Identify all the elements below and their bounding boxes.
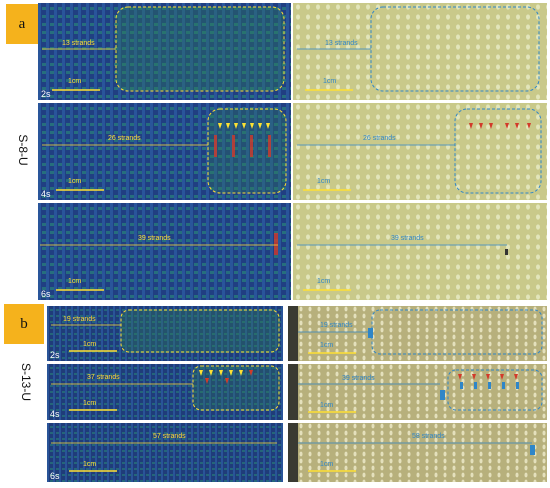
photo-strand-count: 39 strands xyxy=(391,235,424,242)
photo-strand-count: 58 strands xyxy=(412,433,445,440)
time-label: 4s xyxy=(50,409,60,419)
ir-panel-b-6s: 57 strands 1cm 6s xyxy=(47,423,283,482)
photo-strand-count: 13 strands xyxy=(325,40,358,47)
scale-label: 1cm xyxy=(83,400,96,407)
ir-strand-count: 39 strands xyxy=(138,235,171,242)
ir-strand-count: 19 strands xyxy=(63,316,96,323)
photo-panel-b-4s: 39 strands 1cm xyxy=(288,364,547,420)
sample-label-b: S-13-U xyxy=(19,362,33,401)
scale-label: 1cm xyxy=(83,341,96,348)
time-label: 2s xyxy=(50,350,60,360)
ir-strand-count: 13 strands xyxy=(62,40,95,47)
sample-label-a: S-8-U xyxy=(16,134,30,166)
scale-label: 1cm xyxy=(68,178,81,185)
photo-strand-count: 19 strands xyxy=(320,322,353,329)
panel-label-b: b xyxy=(4,304,44,344)
scale-label: 1cm xyxy=(83,461,96,468)
photo-panel-a-6s: 39 strands 1cm xyxy=(293,203,547,300)
ir-panel-a-4s: 26 strands 1cm 4s xyxy=(38,103,291,200)
ir-panel-a-6s: 39 strands 1cm 6s xyxy=(38,203,291,300)
ir-strand-count: 57 strands xyxy=(153,433,186,440)
time-label: 2s xyxy=(41,89,51,99)
time-label: 6s xyxy=(41,289,51,299)
photo-panel-a-2s: 13 strands 1cm xyxy=(293,3,547,100)
scale-label: 1cm xyxy=(320,461,333,468)
ir-strand-count: 37 strands xyxy=(87,374,120,381)
time-label: 4s xyxy=(41,189,51,199)
photo-strand-count: 39 strands xyxy=(342,375,375,382)
panel-label-a: a xyxy=(6,4,38,44)
photo-strand-count: 26 strands xyxy=(363,135,396,142)
photo-panel-a-4s: 26 strands 1cm xyxy=(293,103,547,200)
scale-label: 1cm xyxy=(68,78,81,85)
time-label: 6s xyxy=(50,471,60,481)
scale-label: 1cm xyxy=(320,402,333,409)
scale-label: 1cm xyxy=(323,78,336,85)
scale-label: 1cm xyxy=(320,342,333,349)
ir-panel-a-2s: 13 strands 1cm 2s xyxy=(38,3,291,100)
ir-strand-count: 26 strands xyxy=(108,135,141,142)
ir-panel-b-4s: 37 strands 1cm 4s xyxy=(47,364,283,420)
scale-label: 1cm xyxy=(68,278,81,285)
photo-panel-b-6s: 58 strands 1cm xyxy=(288,423,547,482)
photo-panel-b-2s: 19 strands 1cm xyxy=(288,306,547,361)
ir-panel-b-2s: 19 strands 1cm 2s xyxy=(47,306,283,361)
scale-label: 1cm xyxy=(317,178,330,185)
scale-label: 1cm xyxy=(317,278,330,285)
